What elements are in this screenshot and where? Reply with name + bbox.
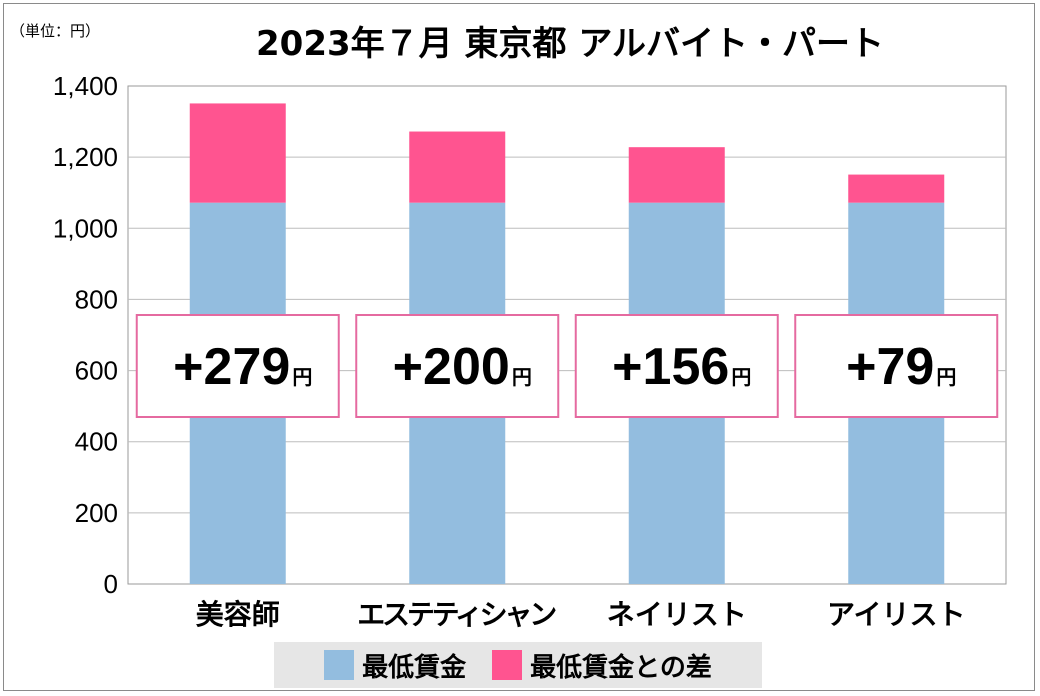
data-label-box xyxy=(794,314,999,418)
bar-diff xyxy=(628,147,725,203)
bar-diff xyxy=(848,174,945,203)
bar-diff xyxy=(409,131,506,203)
legend-swatch-base xyxy=(324,650,355,680)
legend-item-diff: 最低賃金との差 xyxy=(492,647,712,684)
y-tick-label: 200 xyxy=(75,498,118,528)
x-category-label: ネイリスト xyxy=(607,598,747,631)
data-label-box xyxy=(135,314,340,418)
x-category-label: 美容師 xyxy=(196,598,280,631)
y-tick-label: 0 xyxy=(104,569,118,599)
legend-swatch-diff xyxy=(492,650,523,680)
x-category-label: アイリスト xyxy=(827,598,966,631)
chart-title: 2023年７月 東京都 アルバイト・パート xyxy=(256,24,884,64)
y-tick-label: 600 xyxy=(75,356,118,386)
data-label-value: +79 xyxy=(846,338,934,396)
data-label-value: +156 xyxy=(612,338,729,396)
data-label-unit: 円 xyxy=(936,365,956,389)
legend-item-base: 最低賃金 xyxy=(324,647,466,684)
data-label-unit: 円 xyxy=(512,365,532,389)
bar-diff xyxy=(189,103,286,203)
data-label-value: +279 xyxy=(173,338,290,396)
y-tick-label: 400 xyxy=(75,427,118,457)
plot-area xyxy=(127,85,1007,585)
data-label-unit: 円 xyxy=(292,365,312,389)
data-label-value: +200 xyxy=(393,338,510,396)
legend-label-base: 最低賃金 xyxy=(362,652,467,683)
unit-label: （単位：円） xyxy=(10,22,101,40)
legend: 最低賃金 最低賃金との差 xyxy=(274,642,762,688)
y-tick-label: 1,200 xyxy=(53,142,118,172)
data-label-unit: 円 xyxy=(731,365,751,389)
y-tick-label: 1,400 xyxy=(53,71,118,101)
legend-label-diff: 最低賃金との差 xyxy=(530,652,712,683)
y-tick-label: 1,000 xyxy=(53,213,118,243)
data-label-box xyxy=(574,314,779,418)
x-category-label: エステティシャン xyxy=(357,598,557,631)
y-tick-label: 800 xyxy=(75,284,118,314)
data-label-box xyxy=(355,314,560,418)
